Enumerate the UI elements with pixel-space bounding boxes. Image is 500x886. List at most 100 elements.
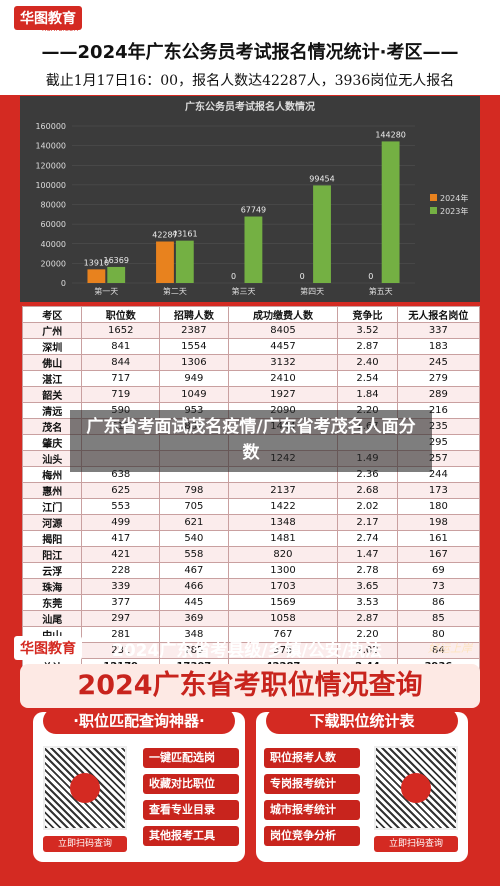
table-cell: 1927: [227, 386, 339, 403]
table-cell: 广州: [21, 322, 83, 339]
column-header: 招聘人数: [159, 306, 229, 323]
bar: [313, 185, 331, 283]
column-header: 考区: [21, 306, 83, 323]
chart: 广东公务员考试报名人数情况 0 20000 40000 60000 80000 10000…: [20, 96, 480, 302]
table-cell: 佛山: [21, 354, 83, 371]
y-tick-label: 20000: [41, 259, 66, 268]
table-cell: 467: [159, 562, 229, 579]
table-cell: 621: [159, 514, 229, 531]
value-label: 144280: [375, 130, 406, 139]
table-cell: 1049: [159, 386, 229, 403]
table-cell: 540: [159, 530, 229, 547]
table-cell: 2.40: [337, 354, 398, 371]
y-tick-label: 60000: [41, 220, 66, 229]
table-row: 云浮 228 467 1300 2.78 69: [21, 562, 481, 579]
ad-card: ·职位匹配查询神器· 立即扫码查询 一键匹配选岗 收藏对比职位 查看专业目录 其他报考…: [33, 708, 245, 862]
table-cell: 86: [396, 594, 481, 611]
ad-banner: 2024广东省考职位情况查询: [20, 664, 480, 708]
table-cell: 1058: [227, 610, 339, 627]
column-header: 职位数: [81, 306, 161, 323]
table-cell: 韶关: [21, 386, 83, 403]
table-cell: 4457: [227, 338, 339, 355]
table-cell: 337: [396, 322, 481, 339]
table-cell: 1554: [159, 338, 229, 355]
table-cell: 575: [227, 642, 339, 659]
y-tick-label: 0: [61, 279, 66, 288]
value-label: 16369: [103, 256, 128, 265]
table-cell: 1703: [227, 578, 339, 595]
table-cell: 3132: [227, 354, 339, 371]
table-cell: 茂名: [21, 418, 83, 435]
table-row: 韶关 719 1049 1927 1.84 289: [21, 386, 481, 403]
table-cell: 1348: [227, 514, 339, 531]
table-cell: 汕尾: [21, 610, 83, 627]
scan-button[interactable]: 立即扫码查询: [374, 836, 458, 852]
table-cell: 8405: [227, 322, 339, 339]
logo-url: HUATU.COM: [42, 26, 79, 33]
y-tick-label: 100000: [35, 181, 66, 190]
title: ——2024年广东公务员考试报名情况统计·考区——: [41, 42, 459, 63]
table-cell: 1481: [227, 530, 339, 547]
table-row: 惠州 625 798 2137 2.68 173: [21, 482, 481, 499]
table-cell: 东莞: [21, 594, 83, 611]
ad-logo: 华图教育: [14, 636, 82, 660]
list-item: 职位报考人数: [264, 748, 360, 768]
column-header: 成功缴费人数: [227, 306, 339, 323]
legend-swatch: [430, 194, 437, 201]
table-cell: 2387: [159, 322, 229, 339]
table-cell: 167: [396, 546, 481, 563]
overlay-text: 广东省考面试茂名疫情/广东省考茂名人面分数: [86, 417, 416, 463]
table-cell: 3.65: [337, 578, 398, 595]
table-cell: 161: [396, 530, 481, 547]
legend-swatch: [430, 207, 437, 214]
table-cell: 717: [81, 370, 161, 387]
table-cell: 2.68: [337, 482, 398, 499]
table-cell: 3.52: [337, 322, 398, 339]
value-label: 0: [368, 272, 373, 281]
table-cell: 297: [81, 610, 161, 627]
table-row: 江门 553 705 1422 2.02 180: [21, 498, 481, 515]
subtitle: 截止1月17日16：00，报名人数达42287人，3936岗位无人报名: [45, 73, 455, 89]
table-cell: 85: [396, 610, 481, 627]
qr-code: [374, 746, 458, 830]
table-row: 东莞 377 445 1569 3.53 86: [21, 594, 481, 611]
scan-button[interactable]: 立即扫码查询: [43, 836, 127, 852]
table-cell: 279: [396, 370, 481, 387]
x-tick-label: 第三天: [232, 286, 256, 296]
table-row: 广州 1652 2387 8405 3.52 337: [21, 322, 481, 339]
table-cell: 2.87: [337, 338, 398, 355]
table-row: 河源 499 621 1348 2.17 198: [21, 514, 481, 531]
table-cell: 2.87: [337, 610, 398, 627]
table-cell: 705: [159, 498, 229, 515]
table-cell: 281: [81, 626, 161, 643]
table-cell: 841: [81, 338, 161, 355]
card-title: ·职位匹配查询神器·: [43, 708, 235, 734]
list-item: 收藏对比职位: [143, 774, 239, 794]
table-cell: 173: [396, 482, 481, 499]
table-cell: 肇庆: [21, 434, 83, 451]
y-tick-label: 140000: [35, 142, 66, 151]
table-cell: 339: [81, 578, 161, 595]
table-cell: 揭阳: [21, 530, 83, 547]
table-cell: 2.02: [337, 642, 398, 659]
table-row: 深圳 841 1554 4457 2.87 183: [21, 338, 481, 355]
header: 华图教育 HUATU.COM ——2024年广东公务员考试报名情况统计·考区——…: [0, 0, 500, 95]
table-cell: 198: [396, 514, 481, 531]
table-cell: 珠海: [21, 578, 83, 595]
table-cell: 1569: [227, 594, 339, 611]
table-cell: 1306: [159, 354, 229, 371]
ad-tagline: 2024广东省考县级/乡镇/公安/执法: [112, 641, 382, 661]
table-cell: 江门: [21, 498, 83, 515]
table-cell: 466: [159, 578, 229, 595]
list-item: 岗位竞争分析: [264, 826, 360, 846]
table-cell: 2.78: [337, 562, 398, 579]
ad-script: 好运上岸: [428, 642, 472, 655]
table-cell: 2.20: [337, 626, 398, 643]
table-cell: 河源: [21, 514, 83, 531]
table-cell: 2.54: [337, 370, 398, 387]
list-item: 其他报考工具: [143, 826, 239, 846]
list-item: 一键匹配选岗: [143, 748, 239, 768]
x-tick-label: 第一天: [94, 286, 118, 296]
table-cell: 2410: [227, 370, 339, 387]
table-cell: 73: [396, 578, 481, 595]
